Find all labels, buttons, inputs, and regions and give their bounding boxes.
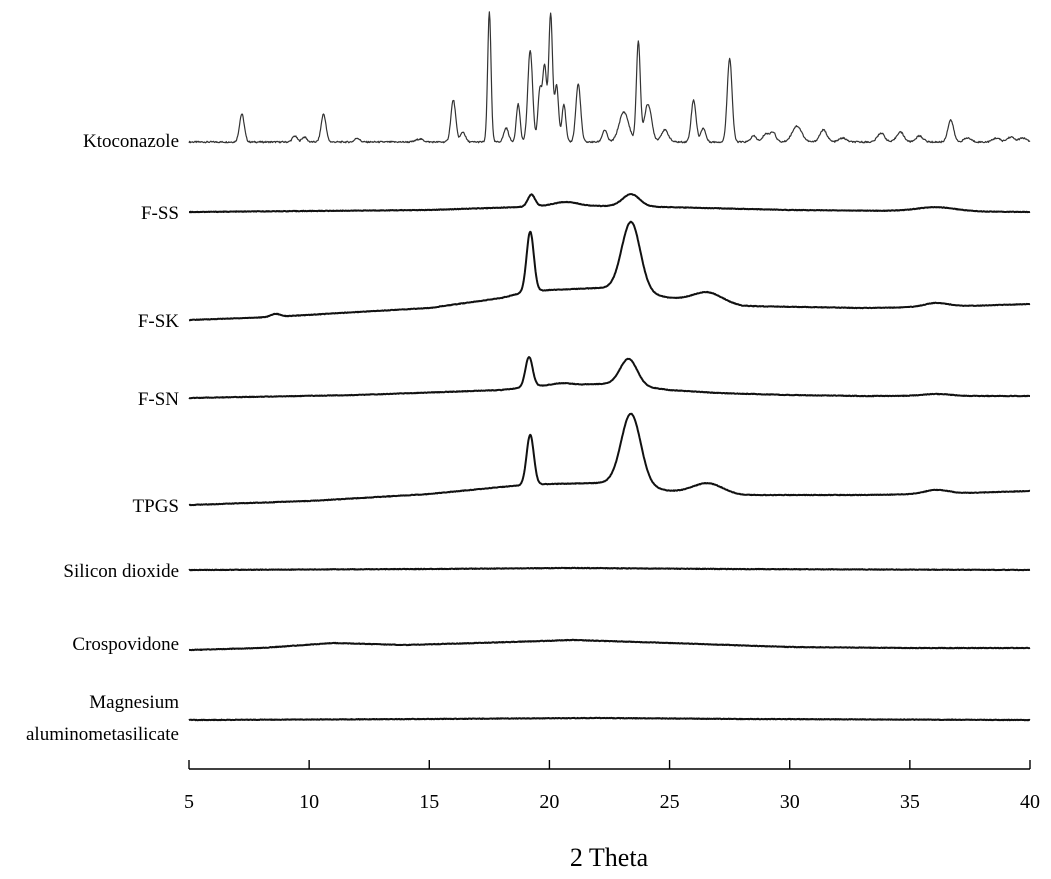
- trace-label: Silicon dioxide: [63, 561, 179, 582]
- x-tick-label: 20: [539, 791, 559, 813]
- trace-group: [188, 11, 1031, 722]
- trace-tpgs: [188, 412, 1031, 507]
- x-tick-label: 25: [660, 791, 680, 813]
- trace-f-sn: [188, 356, 1031, 400]
- trace-f-ss: [188, 193, 1031, 214]
- trace-label-group: Ktoconazole F-SS F-SK F-SN TPGS Silicon dioxi…: [26, 131, 179, 745]
- trace-magnesium-aluminometasilicate: [188, 716, 1031, 722]
- trace-ktoconazole: [188, 11, 1031, 144]
- trace-label: TPGS: [133, 496, 179, 517]
- trace-silicon-dioxide: [188, 566, 1031, 572]
- x-tick-label: 15: [419, 791, 439, 813]
- x-axis: 5 10 15 20 25 30 35 40: [184, 760, 1040, 813]
- trace-label: F-SN: [138, 389, 179, 410]
- trace-f-sk: [188, 220, 1031, 322]
- trace-label: F-SS: [141, 203, 179, 224]
- x-axis-title: 2 Theta: [570, 843, 649, 872]
- trace-label: Crospovidone: [72, 634, 179, 655]
- x-tick-label: 5: [184, 791, 194, 813]
- trace-label: aluminometasilicate: [26, 724, 179, 745]
- x-tick-label: 40: [1020, 791, 1040, 813]
- x-axis-ticks: 5 10 15 20 25 30 35 40: [184, 760, 1040, 813]
- x-tick-label: 10: [299, 791, 319, 813]
- trace-label: F-SK: [138, 311, 179, 332]
- x-tick-label: 30: [780, 791, 800, 813]
- x-tick-label: 35: [900, 791, 920, 813]
- trace-label: Magnesium: [89, 692, 179, 713]
- trace-crospovidone: [188, 638, 1031, 652]
- trace-label: Ktoconazole: [83, 131, 179, 152]
